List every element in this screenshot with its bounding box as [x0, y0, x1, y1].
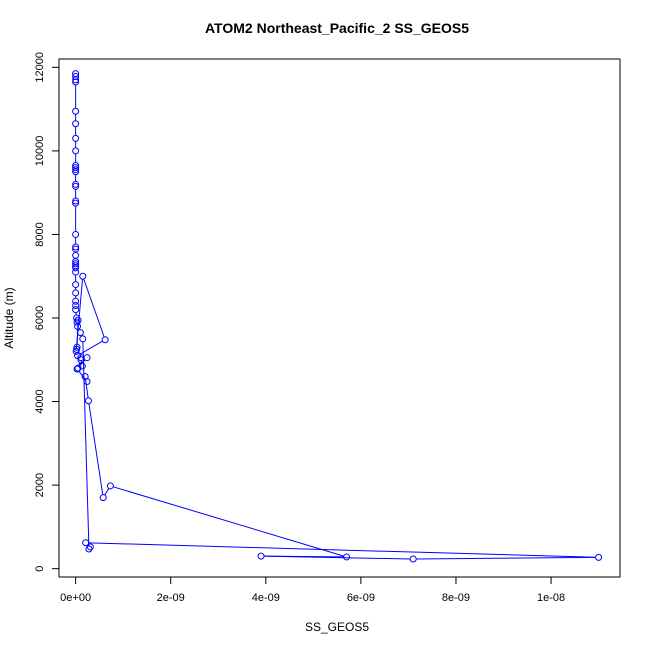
data-point	[72, 166, 80, 174]
data-series	[72, 70, 603, 563]
series-line-segment	[104, 488, 110, 496]
data-point	[99, 494, 107, 502]
series-line-segment	[416, 556, 596, 560]
data-point	[595, 553, 603, 561]
y-tick-label: 10000	[34, 136, 46, 167]
chart-title: ATOM2 Northeast_Pacific_2 SS_GEOS5	[205, 20, 469, 36]
series-line-segment	[79, 340, 103, 355]
data-point	[72, 164, 80, 172]
series-line-segment	[85, 379, 89, 398]
data-point	[72, 73, 80, 81]
series-line-segment	[88, 542, 596, 558]
data-point	[72, 230, 80, 238]
data-point	[409, 555, 417, 563]
data-point	[74, 364, 82, 372]
series-line-segment	[88, 403, 104, 495]
data-point	[72, 251, 80, 259]
data-point	[73, 365, 81, 373]
data-point	[257, 552, 265, 560]
data-point	[79, 335, 87, 343]
data-point	[85, 545, 93, 553]
data-point	[106, 482, 114, 490]
data-point	[77, 356, 85, 364]
series-line-segment	[82, 341, 90, 547]
x-axis-label: SS_GEOS5	[305, 620, 369, 634]
series-line-segment	[75, 279, 84, 349]
data-point	[72, 260, 80, 268]
data-point	[72, 182, 80, 190]
data-point	[72, 147, 80, 155]
data-point	[86, 543, 94, 551]
data-point	[72, 199, 80, 207]
x-tick-label: 4e-09	[252, 592, 280, 604]
series-line-segment	[113, 486, 344, 557]
y-tick-label: 6000	[34, 306, 46, 330]
data-point	[72, 168, 80, 176]
data-point	[72, 197, 80, 205]
plot-frame	[58, 58, 621, 578]
data-point	[74, 316, 82, 324]
data-point	[82, 539, 90, 547]
data-point	[83, 354, 91, 362]
x-tick-label: 6e-09	[347, 592, 375, 604]
data-point	[72, 306, 80, 314]
y-tick-label: 0	[34, 566, 46, 572]
data-point	[72, 264, 80, 272]
x-tick-label: 2e-09	[157, 592, 185, 604]
data-point	[101, 336, 109, 344]
y-axis-label: Altitude (m)	[2, 287, 16, 348]
data-point	[73, 314, 81, 322]
data-point	[72, 120, 80, 128]
data-point	[72, 76, 80, 84]
y-axis: 0 2000 4000 6000 8000 10000 12000	[34, 52, 60, 572]
data-point	[72, 268, 80, 276]
data-point	[72, 180, 80, 188]
data-point	[72, 107, 80, 115]
y-tick-label: 4000	[34, 389, 46, 413]
y-tick-label: 8000	[34, 222, 46, 246]
x-tick-label: 0e+00	[60, 592, 91, 604]
data-point	[72, 301, 80, 309]
data-point	[343, 553, 351, 561]
data-point	[72, 281, 80, 289]
data-point	[84, 397, 92, 405]
series-line-segment	[83, 278, 105, 338]
data-point	[72, 243, 80, 251]
x-tick-label: 8e-09	[442, 592, 470, 604]
data-point	[72, 297, 80, 305]
x-axis: 0e+00 2e-09 4e-09 6e-09 8e-09 1e-08	[60, 576, 565, 604]
data-point	[79, 272, 87, 280]
y-tick-label: 2000	[34, 473, 46, 497]
data-point	[81, 372, 89, 380]
data-point	[72, 134, 80, 142]
series-line-segment	[264, 555, 411, 560]
data-point	[78, 362, 86, 370]
data-point	[72, 78, 80, 86]
data-point	[72, 289, 80, 297]
x-tick-label: 1e-08	[537, 592, 565, 604]
y-tick-label: 12000	[34, 52, 46, 83]
data-point	[72, 347, 80, 355]
data-point	[76, 329, 84, 337]
